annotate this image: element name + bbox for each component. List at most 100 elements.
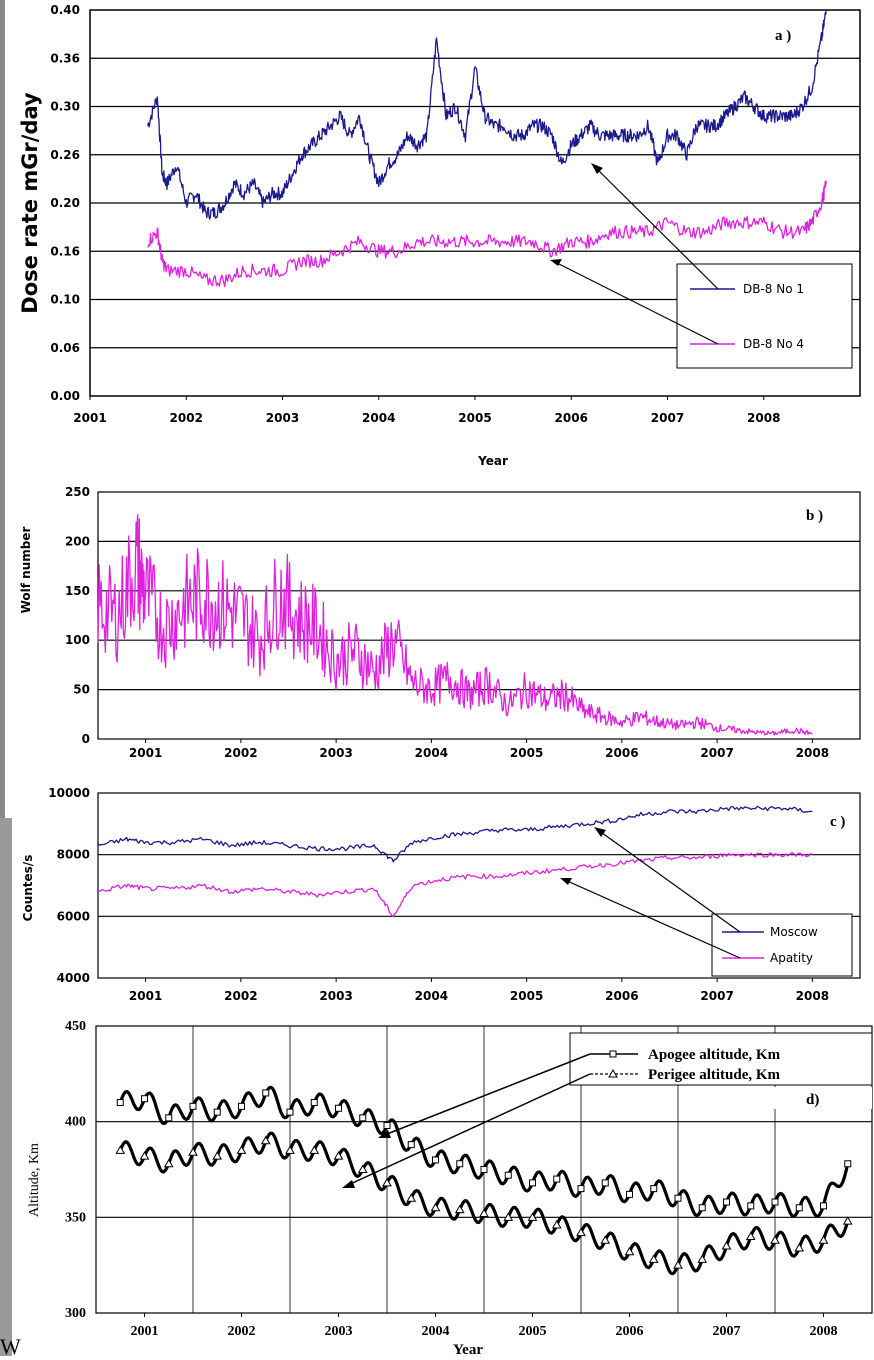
b-x-tick-label: 2004	[415, 746, 448, 760]
panel-d-legend: Apogee altitude, Km Perigee altitude, Km	[569, 1032, 873, 1086]
d-apogee-point	[650, 1185, 658, 1193]
b-x-tick-label: 2008	[796, 746, 829, 760]
d-apogee-point	[698, 1204, 706, 1212]
d-perigee-point	[576, 1227, 586, 1237]
d-y-tick-label: 400	[65, 1115, 86, 1130]
panel-c-gridlines	[98, 854, 860, 917]
panel-c-legend: Moscow Apatity	[711, 913, 853, 977]
d-apogee-point	[480, 1166, 488, 1173]
panel-c-tag: c )	[830, 814, 845, 830]
panel-a-y-axis-label: Dose rate mGr/day	[18, 92, 42, 314]
a-y-tick-label: 0.26	[50, 148, 80, 162]
d-perigee-point	[188, 1147, 198, 1156]
c-y-tick-label: 4000	[57, 971, 90, 985]
a-y-tick-label: 0.10	[50, 293, 80, 307]
a-x-tick-label: 2008	[747, 411, 780, 425]
d-perigee-point	[357, 1164, 368, 1173]
d-perigee-point	[333, 1151, 344, 1160]
d-perigee-point	[382, 1177, 392, 1187]
d-perigee-point	[163, 1158, 174, 1168]
panel-a-arrow-no4	[554, 261, 719, 345]
d-perigee-point	[260, 1135, 271, 1145]
d-perigee-point	[406, 1193, 417, 1202]
c-x-tick-label: 2003	[319, 989, 352, 1003]
d-x-tick-label: 2004	[422, 1324, 450, 1339]
c-x-tick-label: 2007	[700, 989, 733, 1003]
a-x-tick-label: 2007	[651, 411, 684, 425]
panel-a-arrows	[550, 163, 719, 345]
panel-a-tag: a )	[775, 28, 791, 44]
panel-b-x-tick-labels: 2001 2002 2003 2004 2005 2006 2007 2008	[129, 739, 829, 760]
panel-a-x-tick-labels: 2001 2002 2003 2004 2005 2006 2007 2008	[73, 396, 780, 425]
b-x-tick-label: 2007	[700, 746, 733, 760]
a-y-tick-label: 0.16	[50, 244, 80, 258]
panel-d-arrow-apogee	[381, 1053, 591, 1137]
panel-a-dose-rate-chart: 0.00 0.06 0.10 0.16 0.20 0.26 0.30 0.36 0.40 200…	[18, 3, 861, 468]
d-perigee-point	[479, 1208, 489, 1218]
b-y-tick-label: 150	[65, 584, 90, 598]
d-perigee-point	[794, 1242, 805, 1252]
panel-a-legend-label-1: DB-8 No 1	[743, 282, 804, 296]
d-y-tick-label: 450	[65, 1019, 86, 1034]
c-x-tick-label: 2006	[605, 989, 638, 1003]
a-x-tick-label: 2001	[73, 411, 106, 425]
d-apogee-point	[674, 1194, 682, 1202]
c-x-tick-label: 2002	[224, 989, 257, 1003]
panel-d-legend-marker-1	[609, 1050, 617, 1058]
d-x-tick-label: 2003	[325, 1324, 353, 1339]
b-y-tick-label: 0	[82, 732, 90, 746]
panel-c-legend-box	[711, 913, 853, 977]
d-apogee-point	[529, 1179, 536, 1187]
b-x-tick-label: 2006	[605, 746, 638, 760]
b-y-tick-label: 50	[73, 683, 90, 697]
d-apogee-point	[795, 1204, 803, 1212]
panel-c-plot-frame	[97, 792, 861, 979]
panel-b-wolf-number-chart: 0 50 100 150 200 250 2001 2002 2003 2004 2005 2006…	[19, 485, 861, 760]
panel-a-arrow-no1	[594, 166, 719, 290]
d-perigee-point	[309, 1145, 320, 1154]
c-series-line-1	[97, 805, 813, 863]
c-y-tick-label: 10000	[48, 786, 90, 800]
d-perigee-point	[212, 1151, 223, 1160]
panel-c-arrow-moscow	[597, 829, 741, 933]
d-apogee-point	[771, 1198, 779, 1206]
d-apogee-point	[141, 1095, 148, 1103]
stray-letter: W	[0, 1334, 21, 1359]
panel-a-arrowhead-no4	[550, 259, 562, 266]
d-perigee-point	[624, 1246, 635, 1256]
c-y-tick-label: 8000	[57, 848, 90, 862]
a-y-tick-label: 0.36	[50, 51, 80, 65]
d-perigee-point	[430, 1202, 441, 1212]
c-series-line-2	[97, 851, 813, 918]
d-perigee-point	[673, 1260, 683, 1269]
panel-b-y-tick-labels: 0 50 100 150 200 250	[65, 485, 90, 746]
d-apogee-point	[747, 1202, 755, 1210]
panel-d-y-tick-labels: 300 350 400 450	[65, 1019, 86, 1321]
d-apogee-point	[165, 1114, 173, 1122]
d-apogee-point	[577, 1185, 585, 1193]
b-x-tick-label: 2005	[510, 746, 543, 760]
d-x-tick-label: 2008	[810, 1324, 838, 1339]
a-y-tick-label: 0.20	[50, 196, 80, 210]
panel-c-arrowhead-apatity	[560, 878, 572, 885]
a-x-tick-label: 2005	[458, 411, 491, 425]
a-y-tick-label: 0.30	[50, 100, 80, 114]
panel-a-arrowhead-no1	[591, 163, 603, 174]
a-x-tick-label: 2006	[555, 411, 588, 425]
d-apogee-point	[626, 1190, 633, 1198]
d-apogee-point	[286, 1108, 294, 1116]
panel-d-arrowhead-apogee	[378, 1130, 391, 1138]
panel-d-arrow-perigee	[345, 1073, 591, 1187]
d-x-tick-label: 2002	[228, 1324, 256, 1339]
b-y-tick-label: 250	[65, 485, 90, 499]
d-apogee-point	[310, 1099, 318, 1107]
d-perigee-point	[115, 1145, 126, 1154]
d-perigee-point	[503, 1212, 514, 1221]
d-apogee-point	[262, 1089, 270, 1097]
a-x-tick-label: 2002	[170, 411, 203, 425]
b-y-tick-label: 200	[65, 534, 90, 548]
d-perigee-point	[600, 1235, 611, 1244]
d-perigee-point	[551, 1219, 562, 1229]
d-x-tick-label: 2005	[519, 1324, 547, 1339]
panel-d-legend-marker-2	[608, 1068, 618, 1078]
